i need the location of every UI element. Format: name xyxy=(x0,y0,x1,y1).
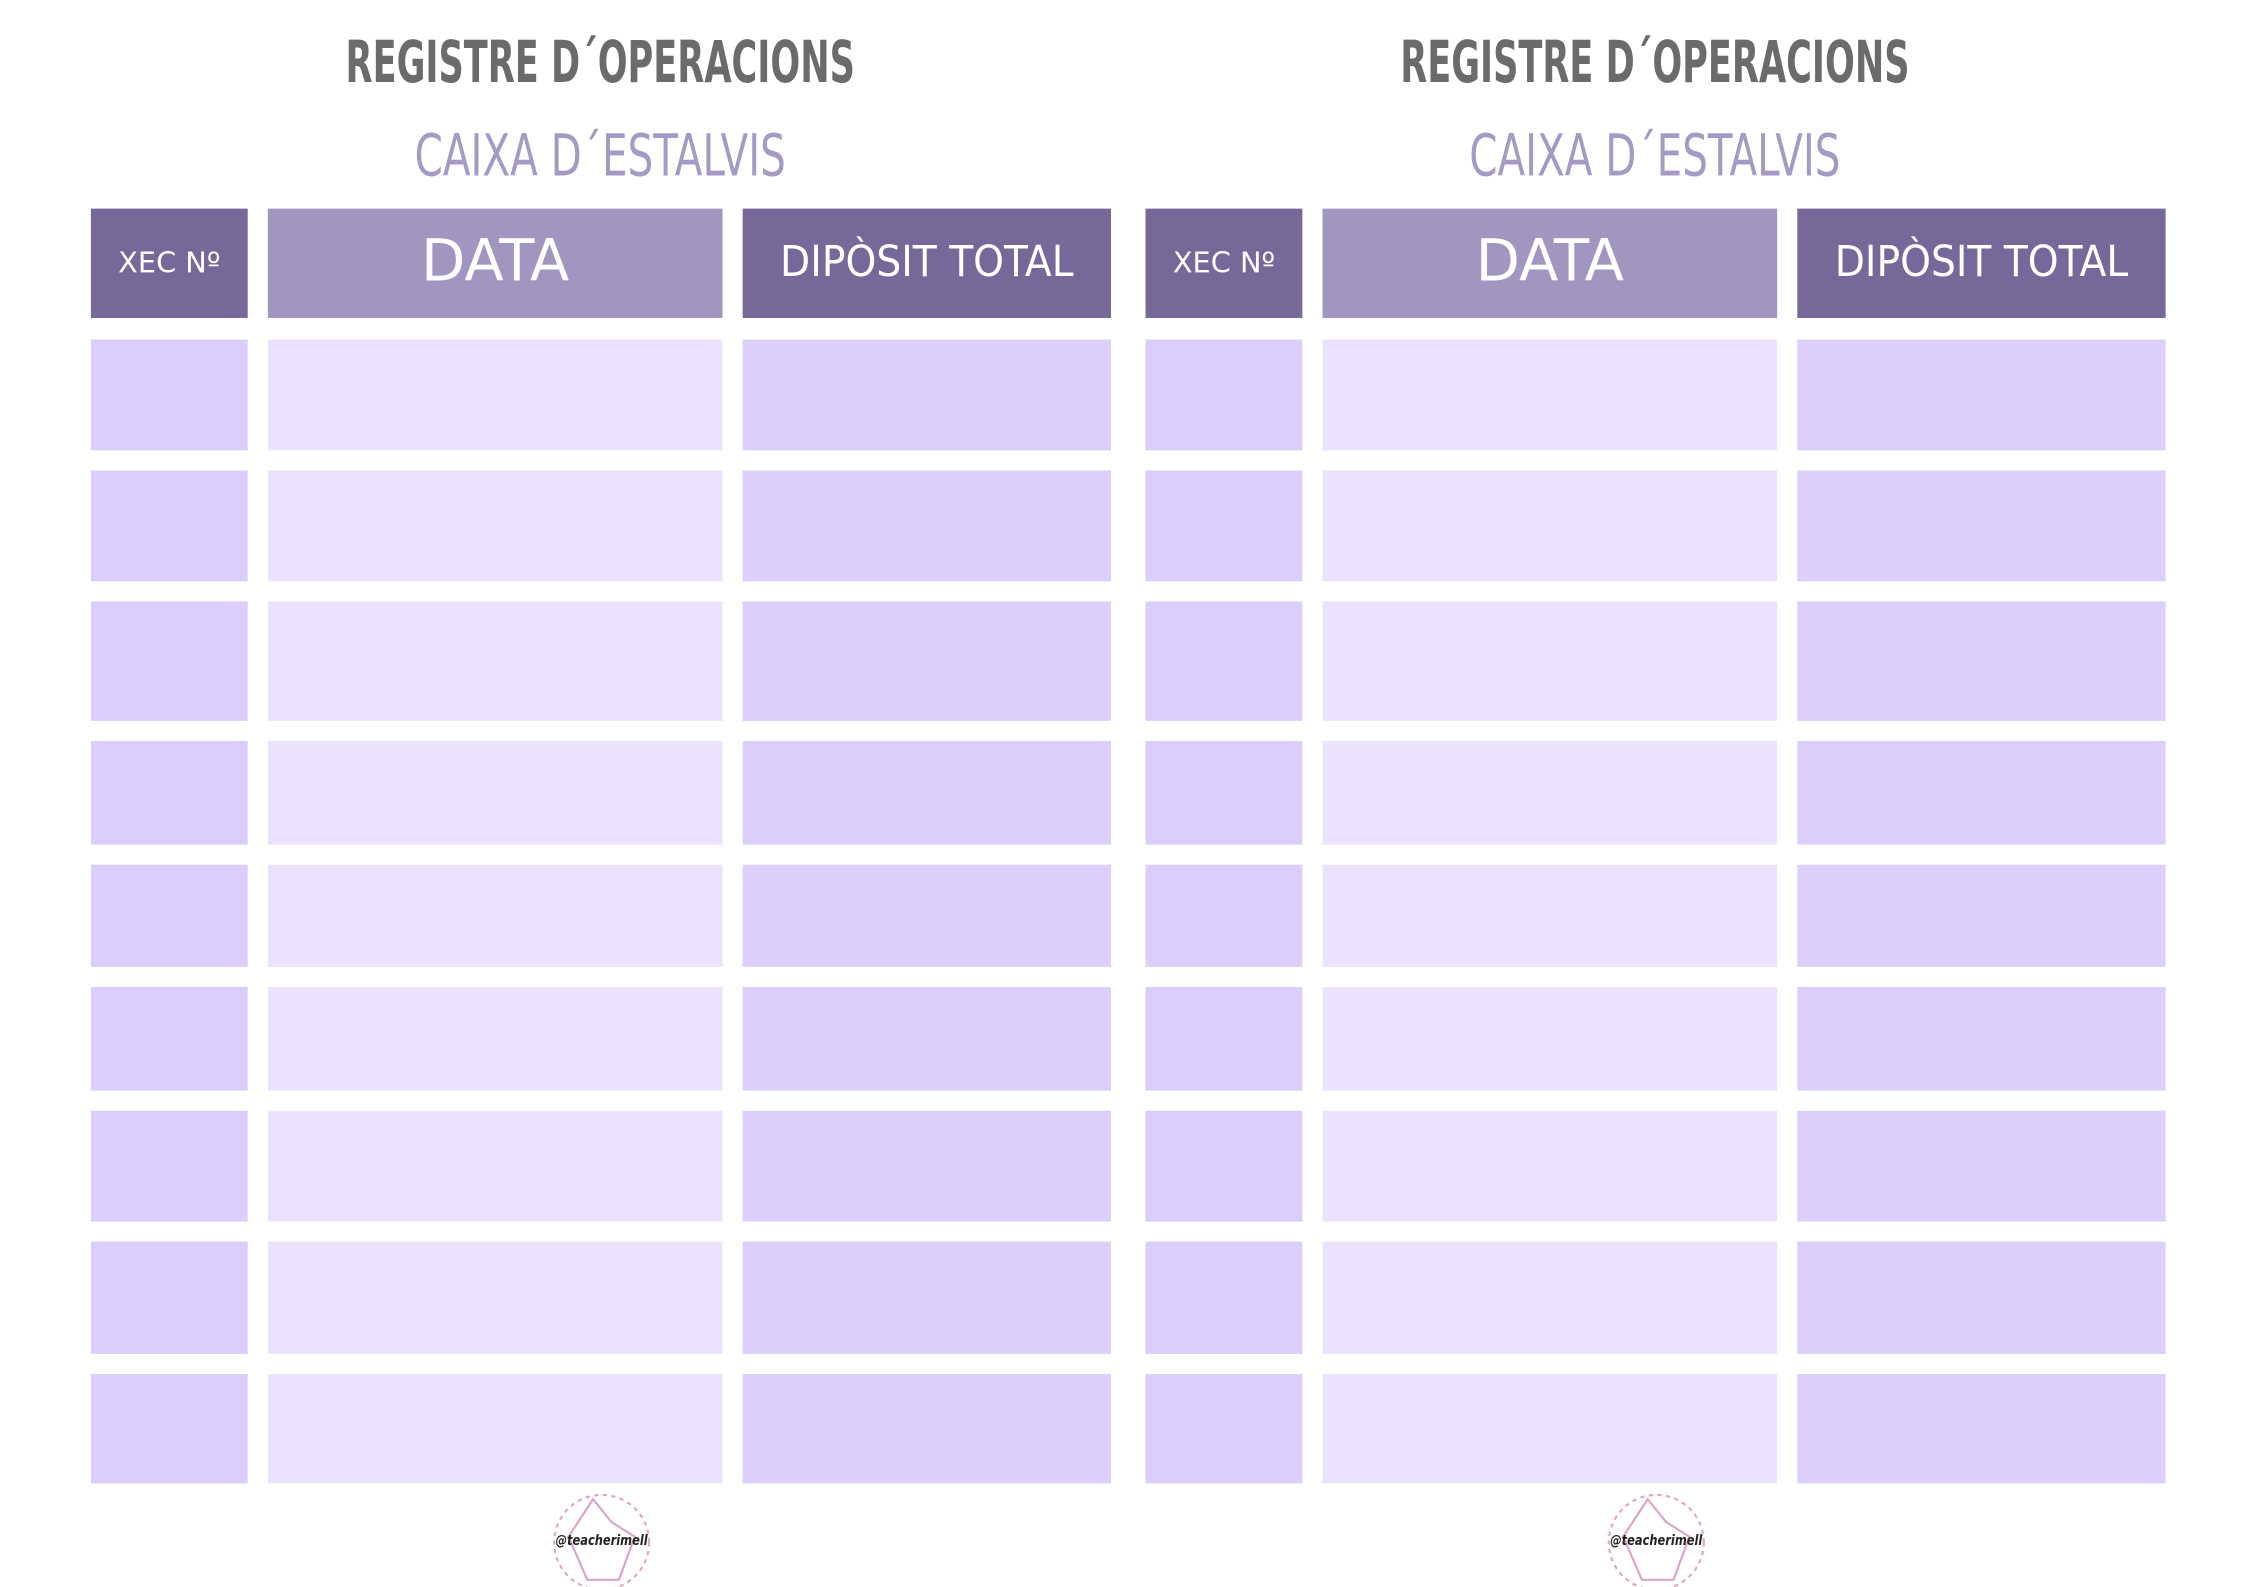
table-cell xyxy=(1145,864,1303,967)
table-cell xyxy=(1797,470,2166,582)
table-cell xyxy=(267,864,723,967)
subtitle: CAIXA D´ESTALVIS xyxy=(1469,122,1840,189)
table-cell xyxy=(1322,470,1778,582)
header-label: DIPÒSIT TOTAL xyxy=(780,236,1074,287)
table-cell xyxy=(1145,1374,1303,1484)
table-cell xyxy=(742,470,1111,582)
header-label: DATA xyxy=(421,227,569,294)
header-cell xyxy=(1145,208,1303,318)
table-cell xyxy=(90,1241,248,1354)
table-cell xyxy=(1145,1241,1303,1354)
header-label: DATA xyxy=(1476,227,1624,294)
table-cell xyxy=(90,1110,248,1222)
table-cell xyxy=(1322,740,1778,845)
table-cell xyxy=(267,987,723,1091)
header-label: XEC Nº xyxy=(1173,246,1275,280)
table-cell xyxy=(742,740,1111,845)
title: REGISTRE D´OPERACIONS xyxy=(1400,29,1909,96)
logo-text: @teacherimell xyxy=(1610,1533,1703,1549)
table-cell xyxy=(267,339,723,451)
panel: REGISTRE D´OPERACIONS CAIXA D´ESTALVIS XEC… xyxy=(90,29,1111,1587)
table-cell xyxy=(1797,987,2166,1091)
table-cell xyxy=(742,1110,1111,1222)
table-cell xyxy=(267,1241,723,1354)
table-cell xyxy=(267,1374,723,1484)
table-cell xyxy=(90,740,248,845)
table-cell xyxy=(90,864,248,967)
table-cell xyxy=(1797,1110,2166,1222)
panel: REGISTRE D´OPERACIONS CAIXA D´ESTALVIS XEC… xyxy=(1145,29,2166,1587)
logo-ring xyxy=(1607,1493,1705,1587)
logo-ring xyxy=(553,1493,651,1587)
table-cell xyxy=(1797,1374,2166,1484)
table-cell xyxy=(1797,601,2166,721)
table-cell xyxy=(1145,987,1303,1091)
table-cell xyxy=(90,470,248,582)
table-cell xyxy=(90,1374,248,1484)
table-cell xyxy=(1797,339,2166,451)
logo-text: @teacherimell xyxy=(556,1533,649,1549)
table-cell xyxy=(90,339,248,451)
table-cell xyxy=(1322,1241,1778,1354)
table-cell xyxy=(742,601,1111,721)
header-cell xyxy=(1797,208,2166,318)
table-cell xyxy=(1322,601,1778,721)
subtitle: CAIXA D´ESTALVIS xyxy=(415,122,786,189)
header-cell xyxy=(1322,208,1778,318)
table-cell xyxy=(1145,470,1303,582)
header-label: DIPÒSIT TOTAL xyxy=(1835,236,2129,287)
logo-mountain xyxy=(1621,1497,1691,1581)
table-cell xyxy=(1145,740,1303,845)
table-cell xyxy=(1145,601,1303,721)
table-cell xyxy=(90,987,248,1091)
table-cell xyxy=(267,601,723,721)
table-cell xyxy=(267,1110,723,1222)
table-cell xyxy=(267,470,723,582)
logo-mountain xyxy=(567,1497,637,1581)
title: REGISTRE D´OPERACIONS xyxy=(346,29,855,96)
header-label: XEC Nº xyxy=(118,246,220,280)
table-cell xyxy=(267,740,723,845)
table-cell xyxy=(1322,1110,1778,1222)
table-cell xyxy=(742,1241,1111,1354)
table-cell xyxy=(1797,1241,2166,1354)
table-cell xyxy=(90,601,248,721)
table-cell xyxy=(1145,339,1303,451)
header-cell xyxy=(742,208,1111,318)
table-cell xyxy=(1797,740,2166,845)
table-cell xyxy=(742,1374,1111,1484)
table-cell xyxy=(1145,1110,1303,1222)
table-cell xyxy=(1322,864,1778,967)
table-cell xyxy=(742,864,1111,967)
table-cell xyxy=(742,339,1111,451)
table-cell xyxy=(1797,864,2166,967)
header-cell xyxy=(267,208,723,318)
table-cell xyxy=(1322,1374,1778,1484)
table-cell xyxy=(1322,339,1778,451)
header-cell xyxy=(90,208,248,318)
table-cell xyxy=(742,987,1111,1091)
table-cell xyxy=(1322,987,1778,1091)
